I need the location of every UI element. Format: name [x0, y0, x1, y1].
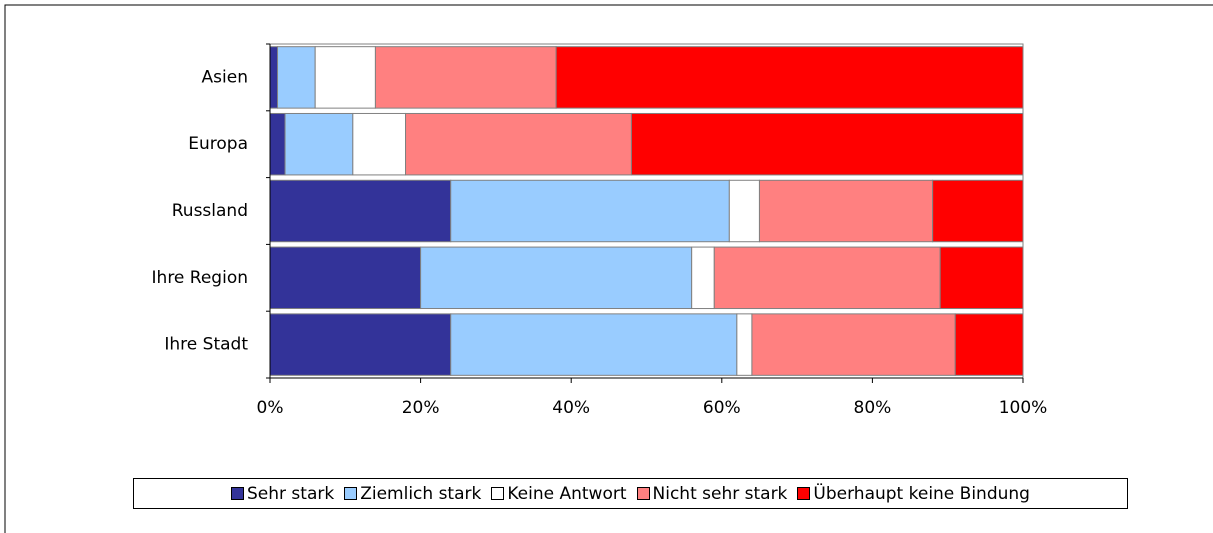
legend-swatch [636, 487, 650, 500]
legend-swatch [797, 487, 811, 500]
bar-segment [758, 179, 934, 243]
bar-segment [314, 46, 376, 109]
x-tick-label: 80% [854, 398, 892, 418]
legend-item: Sehr stark [231, 484, 334, 504]
bar-segment [555, 46, 1024, 109]
bar-segment [352, 112, 407, 176]
bar-segment [405, 112, 632, 176]
x-tick-label: 60% [703, 398, 741, 418]
bar-segment [269, 46, 279, 109]
legend-label: Überhaupt keine Bindung [813, 483, 1030, 504]
y-tick-label: Europa [188, 134, 248, 154]
bar-segment [751, 313, 956, 376]
bar-segment [691, 246, 715, 310]
bar-segment [450, 179, 730, 243]
x-tick-label: 20% [402, 398, 440, 418]
legend-swatch [491, 487, 505, 500]
legend-swatch [344, 487, 358, 500]
bar-segment [374, 46, 557, 109]
legend-label: Sehr stark [247, 483, 335, 504]
bar-segment [269, 112, 286, 176]
legend-item: Ziemlich stark [344, 484, 481, 504]
bar-segment [269, 246, 422, 310]
legend-swatch [231, 487, 245, 500]
x-tick-label: 0% [257, 398, 284, 418]
bar-segment [284, 112, 354, 176]
bar-segment [269, 179, 452, 243]
y-tick-label: Russland [172, 201, 248, 221]
y-tick-label: Ihre Stadt [164, 335, 248, 355]
bar-segment [450, 313, 738, 376]
legend-label: Keine Antwort [507, 483, 627, 504]
bar-segment [939, 246, 1024, 310]
bar-segment [630, 112, 1024, 176]
y-tick-label: Asien [202, 67, 248, 87]
chart-frame [4, 4, 1213, 533]
bar-segment [932, 179, 1024, 243]
legend: Sehr stark Ziemlich stark Keine Antwort Nic… [133, 478, 1128, 509]
bar-segment [269, 313, 452, 376]
bar-segment [954, 313, 1024, 376]
bar-segment [420, 246, 693, 310]
legend-label: Nicht sehr stark [652, 483, 788, 504]
bar-segment [277, 46, 316, 109]
y-tick-label: Ihre Region [152, 268, 248, 288]
bar-segment [728, 179, 760, 243]
legend-item: Keine Antwort [491, 483, 627, 504]
bar-segment [736, 313, 753, 376]
x-tick-label: 40% [552, 398, 590, 418]
legend-item: Überhaupt keine Bindung [797, 484, 1030, 504]
legend-label: Ziemlich stark [360, 483, 482, 504]
bar-segment [713, 246, 941, 310]
x-tick-label: 100% [999, 398, 1048, 418]
legend-item: Nicht sehr stark [636, 483, 788, 504]
